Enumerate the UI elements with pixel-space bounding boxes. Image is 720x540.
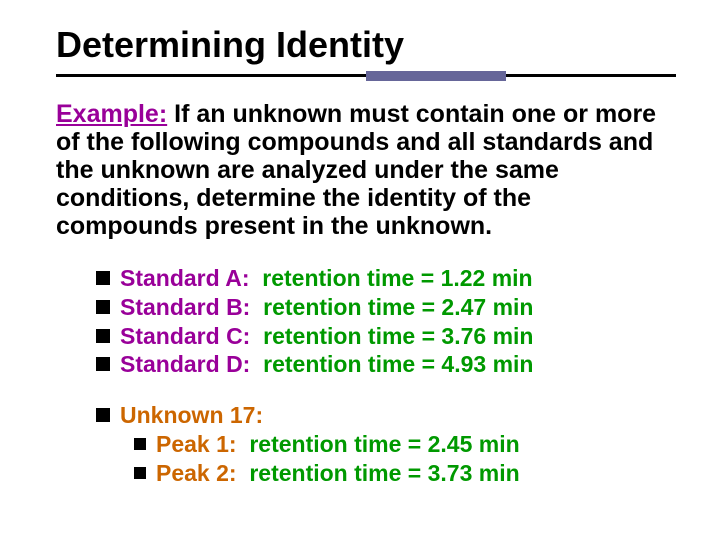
rule-accent — [366, 71, 506, 81]
bullet-icon — [96, 271, 110, 285]
peak-label: Peak 2: — [156, 460, 249, 486]
peak-value: retention time = 2.45 min — [249, 431, 519, 457]
slide-title: Determining Identity — [56, 24, 676, 66]
title-rule — [56, 70, 676, 80]
unknown-item: Unknown 17: — [96, 401, 676, 430]
standard-item: Standard A: retention time = 1.22 min — [96, 264, 676, 293]
bullet-icon — [134, 467, 146, 479]
example-label: Example: — [56, 100, 167, 128]
standard-value: retention time = 3.76 min — [263, 323, 533, 349]
standard-label: Standard B: — [120, 294, 263, 320]
example-paragraph: Example: If an unknown must contain one … — [56, 100, 676, 240]
unknown-block: Unknown 17: Peak 1: retention time = 2.4… — [96, 401, 676, 487]
unknown-label: Unknown 17: — [120, 401, 263, 430]
bullet-icon — [96, 408, 110, 422]
slide: Determining Identity Example: If an unkn… — [0, 0, 720, 540]
bullet-icon — [96, 329, 110, 343]
standard-label: Standard D: — [120, 351, 263, 377]
standard-label: Standard A: — [120, 265, 262, 291]
bullet-icon — [96, 357, 110, 371]
peak-label: Peak 1: — [156, 431, 249, 457]
standard-value: retention time = 2.47 min — [263, 294, 533, 320]
standards-list: Standard A: retention time = 1.22 min St… — [96, 264, 676, 379]
peak-item: Peak 1: retention time = 2.45 min — [134, 430, 676, 459]
bullet-icon — [134, 438, 146, 450]
standard-item: Standard D: retention time = 4.93 min — [96, 350, 676, 379]
standard-item: Standard C: retention time = 3.76 min — [96, 322, 676, 351]
bullet-icon — [96, 300, 110, 314]
standard-label: Standard C: — [120, 323, 263, 349]
peaks-list: Peak 1: retention time = 2.45 min Peak 2… — [134, 430, 676, 488]
standard-item: Standard B: retention time = 2.47 min — [96, 293, 676, 322]
standard-value: retention time = 1.22 min — [262, 265, 532, 291]
peak-item: Peak 2: retention time = 3.73 min — [134, 459, 676, 488]
standard-value: retention time = 4.93 min — [263, 351, 533, 377]
peak-value: retention time = 3.73 min — [249, 460, 519, 486]
